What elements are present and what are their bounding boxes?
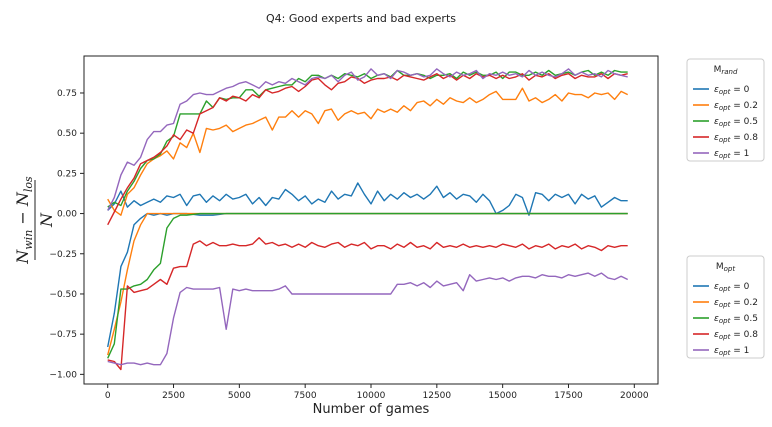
legend-box [686, 58, 765, 162]
legend-entry-label: εopt = 0.8 [714, 133, 758, 144]
legend-entry-label: εopt = 0.5 [714, 314, 758, 325]
legend-entry-label: εopt = 0 [714, 282, 750, 293]
series-line-m-opt-8 [107, 237, 628, 371]
legend-title: Mrand [714, 65, 738, 76]
x-axis: 0 2500 5000 7500 10000 12500 15000 17500 20000 [105, 384, 649, 401]
chart-title: Q4: Good experts and bad experts [266, 12, 456, 25]
x-tick-label: 10000 [357, 391, 386, 401]
series-line-m-opt-9 [107, 272, 629, 366]
series-line-m-opt-6 [107, 212, 628, 356]
legend-m-opt: Mopt εopt = 0 εopt = 0.2 εopt = 0.5 εopt = 0… [686, 255, 765, 359]
y-tick-label: 0.00 [57, 210, 77, 220]
y-tick-label: −0.75 [49, 330, 77, 340]
y-tick-label: −0.25 [49, 250, 77, 260]
y-tick-label: 0.25 [57, 169, 77, 179]
plot-lines [107, 68, 629, 371]
svg-text:N: N [37, 212, 56, 228]
legend-m-rand: Mrand εopt = 0 εopt = 0.2 εopt = 0.5 εopt = … [686, 58, 765, 162]
x-tick-label: 15000 [488, 391, 517, 401]
y-tick-label: −1.00 [49, 370, 77, 380]
legend-entry-label: εopt = 0.8 [714, 330, 758, 341]
series-line-m-rand-0 [107, 182, 628, 216]
x-tick-label: 12500 [423, 391, 452, 401]
y-tick-label: 0.75 [57, 89, 77, 99]
legend-entry-label: εopt = 1 [714, 346, 749, 357]
x-tick-label: 20000 [620, 391, 649, 401]
legend-entry-label: εopt = 0 [714, 85, 750, 96]
x-tick-label: 5000 [228, 391, 251, 401]
x-tick-label: 0 [105, 391, 111, 401]
y-tick-label: −0.50 [49, 290, 77, 300]
series-line-m-rand-2 [107, 69, 628, 208]
legend-entry-label: εopt = 0.5 [714, 117, 758, 128]
legend-entry-label: εopt = 1 [714, 149, 749, 160]
x-tick-label: 2500 [162, 391, 185, 401]
legend-box [686, 255, 765, 359]
series-line-m-opt-5 [107, 212, 628, 348]
y-tick-label: 0.50 [57, 129, 77, 139]
y-axis: −1.00 −0.75 −0.50 −0.25 0.00 0.25 0.50 0.75 [49, 89, 84, 380]
x-tick-label: 17500 [554, 391, 583, 401]
legend-entry-label: εopt = 0.2 [714, 298, 758, 309]
svg-text:Nwin − Nlos: Nwin − Nlos [13, 176, 35, 265]
series-line-m-rand-1 [107, 87, 629, 216]
series-line-m-rand-4 [107, 68, 628, 211]
x-axis-label: Number of games [313, 402, 430, 417]
legend-title: Mopt [716, 262, 735, 273]
x-tick-label: 7500 [294, 391, 317, 401]
series-line-m-rand-3 [107, 73, 628, 226]
series-line-m-opt-7 [107, 212, 628, 359]
legend-entry-label: εopt = 0.2 [714, 101, 758, 112]
